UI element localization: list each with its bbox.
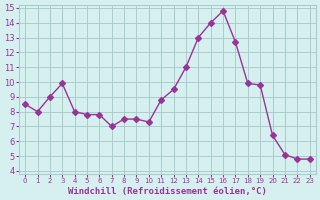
X-axis label: Windchill (Refroidissement éolien,°C): Windchill (Refroidissement éolien,°C): [68, 187, 267, 196]
